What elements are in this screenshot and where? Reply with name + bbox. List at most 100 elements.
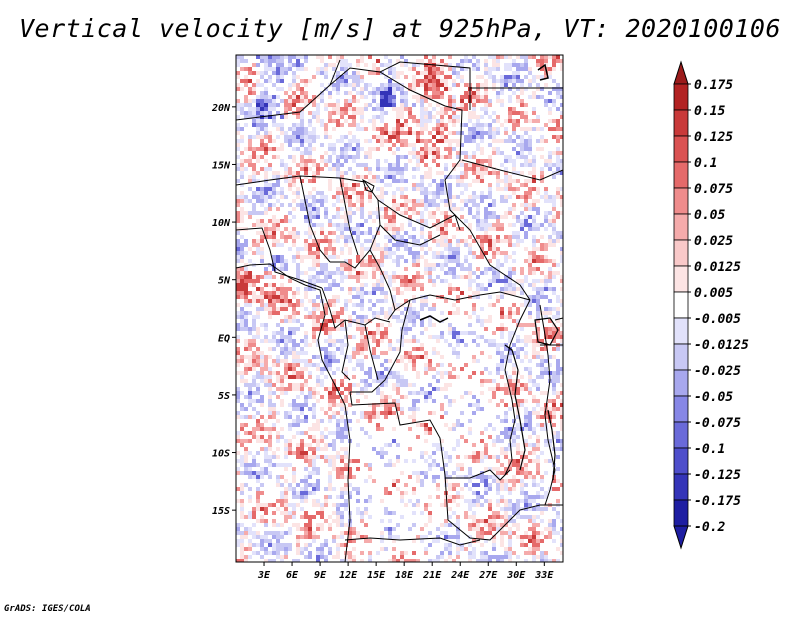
field-cell (492, 267, 496, 271)
field-cell (504, 183, 508, 187)
field-cell (376, 175, 380, 179)
field-cell (460, 207, 464, 211)
field-cell (416, 283, 420, 287)
field-cell (396, 459, 400, 463)
field-cell (544, 283, 548, 287)
field-cell (496, 267, 500, 271)
field-cell (252, 123, 256, 127)
field-cell (444, 139, 448, 143)
field-cell (524, 67, 528, 71)
field-cell (420, 275, 424, 279)
field-cell (444, 155, 448, 159)
field-cell (288, 387, 292, 391)
field-cell (392, 131, 396, 135)
field-cell (272, 203, 276, 207)
field-cell (548, 155, 552, 159)
field-cell (420, 211, 424, 215)
field-cell (552, 347, 556, 351)
field-cell (428, 263, 432, 267)
field-cell (284, 415, 288, 419)
field-cell (556, 171, 560, 175)
field-cell (268, 115, 272, 119)
field-cell (552, 379, 556, 383)
field-cell (552, 391, 556, 395)
field-cell (512, 487, 516, 491)
field-cell (356, 227, 360, 231)
field-cell (280, 383, 284, 387)
field-cell (356, 291, 360, 295)
field-cell (316, 163, 320, 167)
field-cell (476, 239, 480, 243)
field-cell (256, 311, 260, 315)
field-cell (400, 71, 404, 75)
field-cell (484, 207, 488, 211)
field-cell (376, 411, 380, 415)
field-cell (244, 467, 248, 471)
field-cell (484, 99, 488, 103)
field-cell (344, 91, 348, 95)
field-cell (284, 335, 288, 339)
field-cell (352, 267, 356, 271)
field-cell (460, 435, 464, 439)
field-cell (292, 95, 296, 99)
field-cell (272, 335, 276, 339)
field-cell (292, 147, 296, 151)
field-cell (300, 179, 304, 183)
field-cell (240, 283, 244, 287)
field-cell (488, 435, 492, 439)
field-cell (304, 239, 308, 243)
field-cell (560, 303, 563, 307)
field-cell (440, 131, 444, 135)
field-cell (240, 183, 244, 187)
field-cell (488, 203, 492, 207)
field-cell (324, 435, 328, 439)
field-cell (464, 163, 468, 167)
field-cell (384, 487, 388, 491)
field-cell (344, 435, 348, 439)
field-cell (308, 359, 312, 363)
field-cell (440, 199, 444, 203)
field-cell (420, 95, 424, 99)
field-cell (440, 239, 444, 243)
field-cell (508, 275, 512, 279)
field-cell (464, 331, 468, 335)
field-cell (352, 79, 356, 83)
field-cell (412, 131, 416, 135)
field-cell (260, 379, 264, 383)
field-cell (432, 147, 436, 151)
field-cell (360, 163, 364, 167)
field-cell (240, 391, 244, 395)
field-cell (476, 335, 480, 339)
field-cell (520, 535, 524, 539)
field-cell (484, 107, 488, 111)
field-cell (512, 119, 516, 123)
field-cell (416, 135, 420, 139)
field-cell (300, 419, 304, 423)
field-cell (476, 147, 480, 151)
field-cell (304, 135, 308, 139)
field-cell (464, 95, 468, 99)
field-cell (500, 75, 504, 79)
field-cell (544, 439, 548, 443)
field-cell (520, 139, 524, 143)
field-cell (392, 227, 396, 231)
field-cell (552, 407, 556, 411)
field-cell (404, 283, 408, 287)
field-cell (356, 123, 360, 127)
field-cell (408, 303, 412, 307)
field-cell (296, 55, 300, 59)
field-cell (512, 443, 516, 447)
field-cell (476, 215, 480, 219)
field-cell (432, 87, 436, 91)
field-cell (428, 495, 432, 499)
field-cell (244, 315, 248, 319)
field-cell (448, 103, 452, 107)
field-cell (276, 103, 280, 107)
field-cell (432, 215, 436, 219)
field-cell (308, 167, 312, 171)
field-cell (484, 499, 488, 503)
field-cell (520, 455, 524, 459)
field-cell (552, 431, 556, 435)
field-cell (236, 199, 240, 203)
field-cell (340, 323, 344, 327)
